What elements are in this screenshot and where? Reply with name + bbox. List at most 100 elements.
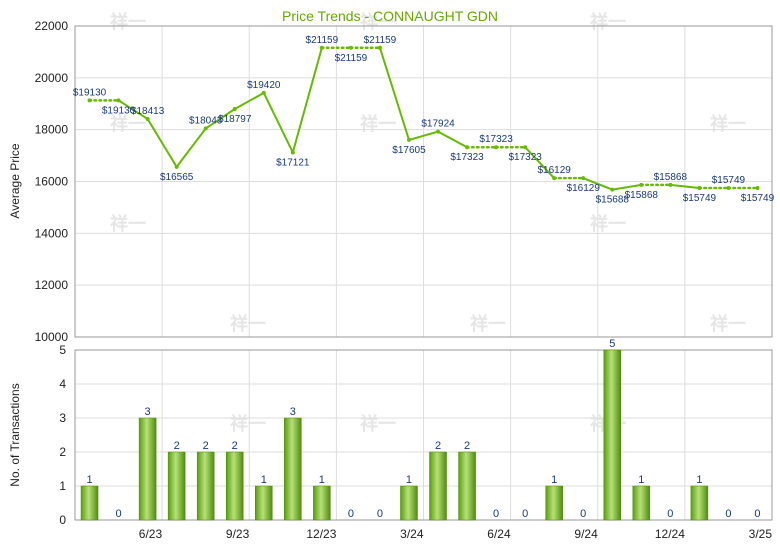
transactions-bar [138,417,157,521]
price-line-segment [146,117,178,168]
price-point [436,129,441,134]
price-data-label: $15749 [683,193,717,204]
transactions-bar-label: 0 [522,508,528,520]
transactions-bar [313,485,331,521]
transactions-x-ticks: 6/23 9/23 12/23 3/24 6/24 9/24 12/24 3/25 [139,527,773,541]
price-data-label: $16129 [567,183,601,194]
price-data-label: $18797 [218,114,252,125]
price-y-axis-label: Average Price [8,143,22,218]
price-line-segment [204,108,236,130]
price-data-label: $21159 [306,35,339,46]
transactions-bar-label: 2 [174,440,180,452]
price-line-segment [233,91,265,111]
price-y-tick-label: 22000 [35,19,69,33]
price-point [145,116,150,121]
price-point [116,98,121,103]
watermark-text: 祥一 [230,413,266,435]
transactions-bar-label: 2 [435,440,441,452]
price-point [348,45,353,50]
price-data-label: $21159 [335,53,368,64]
watermark-text: 祥一 [360,11,396,33]
price-point [319,45,324,50]
price-point [232,107,237,112]
transactions-bar-label: 0 [725,508,731,520]
price-y-tick-label: 16000 [35,175,69,189]
price-point [726,186,731,191]
transactions-y-tick-label: 2 [59,445,66,459]
transactions-bar-label: 2 [203,440,209,452]
price-data-label: $19420 [247,80,281,91]
price-data-labels: $19130$19130$18413$16565$18043$18797$194… [73,35,775,206]
price-data-label: $19130 [102,105,136,116]
price-plot-frame [74,25,773,338]
price-point [581,176,586,181]
price-point [290,150,295,155]
transactions-y-ticks: 0 1 2 3 4 5 [59,343,66,527]
price-y-tick-label: 12000 [35,278,69,292]
transactions-bar [400,485,418,521]
price-data-label: $15749 [712,175,746,186]
transactions-y-tick-label: 5 [59,343,66,357]
price-line-segment [524,146,556,180]
price-data-label: $16565 [160,172,194,183]
watermark-text: 祥一 [110,11,146,33]
transactions-bar [80,485,99,521]
price-point [610,187,615,192]
price-data-label: $17121 [276,157,310,168]
price-data-label: $17323 [479,134,513,145]
transactions-y-tick-label: 3 [59,411,66,425]
watermark-text: 祥一 [590,11,626,33]
price-data-label: $15868 [654,172,688,183]
price-line-segment [437,130,469,149]
transactions-bar [545,485,563,521]
price-line-segment [582,177,614,191]
transactions-bar [255,485,273,521]
price-point [755,186,760,191]
transactions-bar-label: 0 [580,508,586,520]
price-point [552,176,557,181]
price-data-label: $17924 [421,119,455,130]
price-y-tick-label: 18000 [35,123,69,137]
price-data-label: $15868 [625,190,659,201]
price-line-segment [407,130,440,141]
watermark-text: 祥一 [590,213,626,235]
price-data-label: $18413 [131,106,165,117]
price-point [87,98,92,103]
transactions-x-tick-label: 9/23 [226,527,250,541]
price-line-segment [262,91,294,154]
price-point [261,90,266,95]
transactions-y-tick-label: 4 [59,377,66,391]
transactions-x-tick-label: 3/25 [749,527,773,541]
watermark-text: 祥一 [230,313,266,335]
watermark-layer: 祥一祥一祥一祥一祥一祥一祥一祥一祥一祥一祥一祥一祥一祥一 [110,11,746,435]
price-line-segment [378,46,410,141]
watermark-text: 祥一 [710,313,746,335]
transactions-y-tick-label: 1 [59,479,66,493]
transactions-x-tick-label: 6/24 [487,527,511,541]
transactions-bar [603,349,622,521]
transactions-bar-label: 1 [261,474,267,486]
chart-title: Price Trends - CONNAUGHT GDN [282,8,498,24]
price-line-segment [669,183,701,190]
price-point [494,145,499,150]
price-point [406,137,411,142]
transactions-bar [632,485,651,521]
transactions-bar-label: 0 [754,508,760,520]
transactions-bar-label: 0 [348,508,354,520]
transactions-bar-label: 1 [86,474,92,486]
watermark-text: 祥一 [360,113,396,135]
price-data-label: $17605 [392,145,426,156]
transactions-bar-label: 3 [290,406,296,418]
price-y-tick-label: 14000 [35,226,69,240]
price-line-series [87,45,760,192]
price-line-segment [175,127,207,168]
price-point [203,126,208,131]
transactions-bar-label: 2 [464,440,470,452]
price-line-segment [117,99,149,120]
watermark-text: 祥一 [710,113,746,135]
transactions-y-axis-label: No. of Transactions [8,383,22,486]
price-data-label: $17323 [508,152,542,163]
transactions-bar [429,451,447,521]
transactions-bar-label: 2 [232,440,238,452]
